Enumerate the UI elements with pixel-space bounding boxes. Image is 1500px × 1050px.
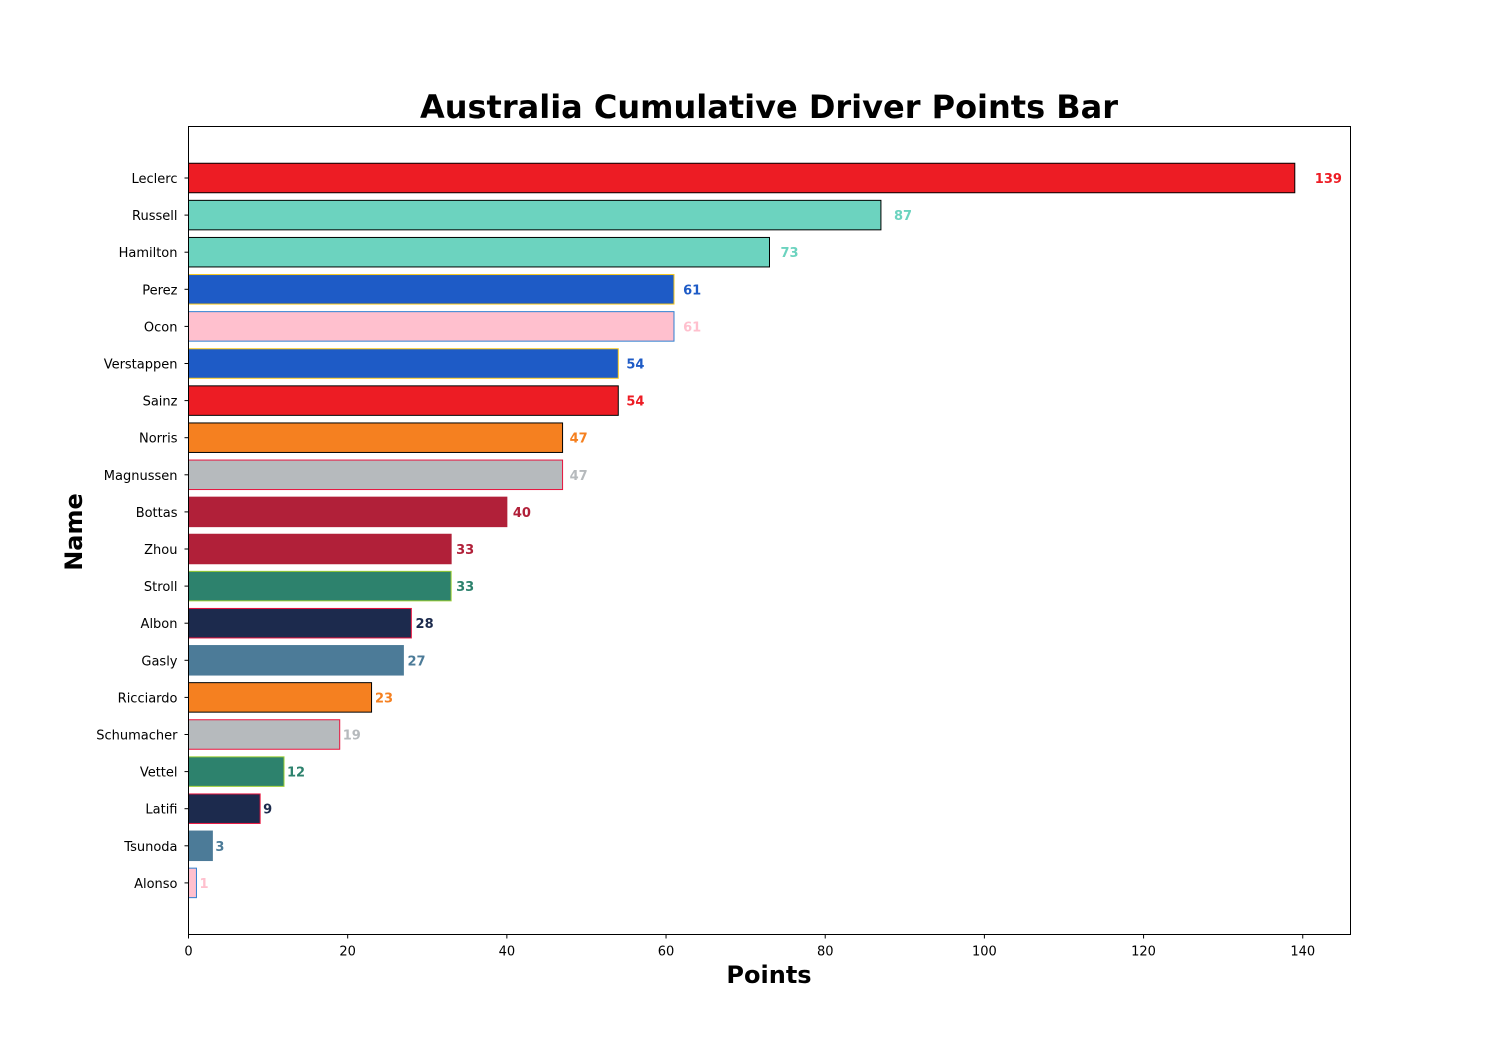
- data-label-hamilton: 73: [780, 246, 798, 261]
- bar-leclerc: [188, 162, 1296, 194]
- y-tick-label-alonso: Alonso: [134, 877, 177, 892]
- y-tick-label-verstappen: Verstappen: [104, 358, 178, 373]
- y-tick-label-russell: Russell: [132, 209, 177, 224]
- data-labels-layer: 139 87 73 61 61 54 54 47 47 40 33 33 28 27 23 19 12 9 3 1: [199, 172, 1341, 892]
- x-tick-label-20: 20: [339, 945, 356, 960]
- x-tick-label-120: 120: [1131, 945, 1156, 960]
- y-tick-label-gasly: Gasly: [141, 654, 177, 669]
- plot-frame: [188, 126, 1351, 935]
- y-tick-label-stroll: Stroll: [144, 580, 178, 595]
- y-tick-label-magnussen: Magnussen: [104, 469, 178, 484]
- x-tick-label-60: 60: [658, 945, 675, 960]
- x-tick-label-0: 0: [184, 945, 192, 960]
- data-label-leclerc: 139: [1315, 172, 1342, 187]
- x-tick-label-40: 40: [499, 945, 516, 960]
- y-ticks-layer: Leclerc Russell Hamilton Perez Ocon Verstappe…: [96, 172, 189, 892]
- chart-title: Australia Cumulative Driver Points Bar: [420, 88, 1118, 126]
- bar-zhou: [188, 533, 452, 565]
- data-label-schumacher: 19: [343, 729, 361, 744]
- y-axis-title: Name: [60, 493, 88, 571]
- data-label-albon: 28: [416, 617, 434, 632]
- data-label-norris: 47: [570, 432, 588, 447]
- y-tick-label-hamilton: Hamilton: [119, 246, 178, 261]
- bar-ricciardo: [188, 682, 373, 713]
- bar-gasly: [188, 645, 404, 676]
- y-tick-label-tsunoda: Tsunoda: [123, 840, 177, 855]
- data-label-tsunoda: 3: [215, 840, 224, 855]
- data-label-ricciardo: 23: [375, 691, 393, 706]
- bar-norris: [188, 422, 564, 453]
- bar-bottas: [188, 496, 508, 528]
- data-label-vettel: 12: [287, 766, 305, 781]
- x-tick-label-100: 100: [972, 945, 997, 960]
- bar-albon: [188, 607, 412, 639]
- y-tick-label-ocon: Ocon: [144, 320, 178, 335]
- y-tick-label-sainz: Sainz: [143, 395, 178, 410]
- x-ticks-layer: 0 20 40 60 80 100 120 140: [184, 934, 1315, 960]
- x-axis-title: Points: [726, 961, 811, 989]
- y-tick-label-latifi: Latifi: [145, 803, 177, 818]
- y-tick-label-bottas: Bottas: [136, 506, 178, 521]
- bar-magnussen: [188, 459, 564, 491]
- y-tick-label-vettel: Vettel: [140, 766, 178, 781]
- bar-tsunoda: [188, 830, 213, 862]
- data-label-russell: 87: [894, 209, 912, 224]
- bar-sainz: [188, 385, 619, 416]
- bars-layer: [188, 162, 1296, 899]
- bar-latifi: [188, 793, 261, 824]
- bar-stroll: [188, 570, 452, 602]
- y-tick-label-albon: Albon: [141, 617, 178, 632]
- data-label-ocon: 61: [683, 320, 701, 335]
- data-label-bottas: 40: [513, 506, 531, 521]
- y-tick-label-norris: Norris: [139, 432, 178, 447]
- data-label-sainz: 54: [626, 395, 644, 410]
- bar-hamilton: [188, 236, 770, 268]
- data-label-perez: 61: [683, 283, 701, 298]
- x-tick-label-80: 80: [817, 945, 834, 960]
- y-tick-label-zhou: Zhou: [144, 543, 177, 558]
- y-tick-label-schumacher: Schumacher: [96, 729, 178, 744]
- x-tick-label-140: 140: [1290, 945, 1315, 960]
- bar-alonso: [188, 867, 197, 899]
- data-label-alonso: 1: [199, 877, 208, 892]
- y-tick-label-leclerc: Leclerc: [132, 172, 178, 187]
- y-tick-label-perez: Perez: [142, 283, 177, 298]
- data-label-zhou: 33: [456, 543, 474, 558]
- bar-vettel: [188, 756, 285, 787]
- data-label-verstappen: 54: [626, 358, 644, 373]
- data-label-stroll: 33: [456, 580, 474, 595]
- y-tick-label-ricciardo: Ricciardo: [118, 691, 178, 706]
- data-label-gasly: 27: [407, 654, 425, 669]
- bar-verstappen: [188, 348, 619, 379]
- data-label-latifi: 9: [263, 803, 272, 818]
- data-label-magnussen: 47: [570, 469, 588, 484]
- bar-russell: [188, 199, 882, 231]
- bar-perez: [188, 274, 675, 305]
- bar-schumacher: [188, 719, 341, 750]
- bar-ocon: [188, 311, 675, 342]
